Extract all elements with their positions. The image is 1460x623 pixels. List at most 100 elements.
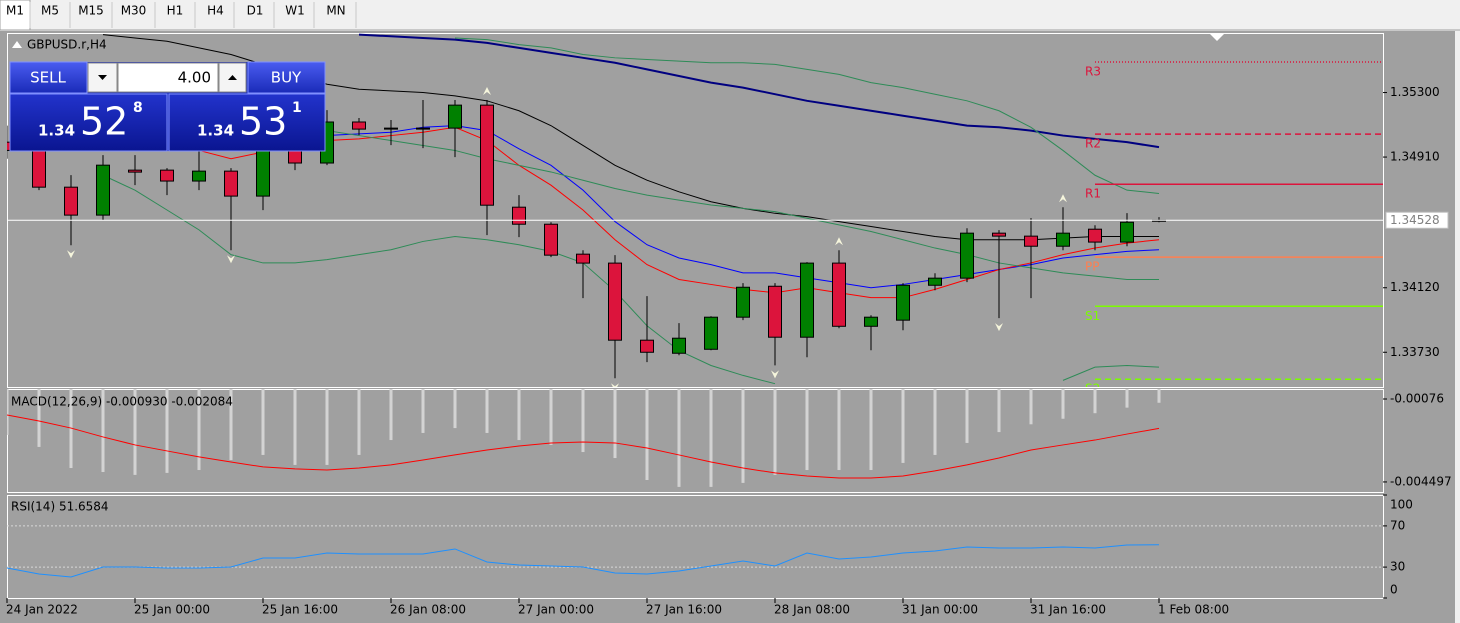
macd-bar <box>325 389 329 465</box>
bid-box[interactable] <box>9 93 168 152</box>
timeframe-tab[interactable]: MN <box>326 4 345 18</box>
x-tick-label: 31 Jan 00:00 <box>902 603 978 617</box>
timeframe-tab[interactable]: W1 <box>285 4 305 18</box>
volume-value[interactable]: 4.00 <box>178 69 211 87</box>
x-tick-label: 1 Feb 08:00 <box>1158 603 1229 617</box>
candle-body <box>640 339 654 353</box>
candle-body <box>32 149 46 188</box>
candle-body <box>1024 235 1038 247</box>
active-tab[interactable] <box>0 0 31 31</box>
x-tick-label: 27 Jan 16:00 <box>646 603 722 617</box>
pivot-label: R1 <box>1085 187 1101 201</box>
moving-average <box>102 174 1160 385</box>
fractal-down <box>995 323 1003 332</box>
timeframe-tab[interactable]: H1 <box>167 4 184 18</box>
main-pane-frame <box>7 33 1384 388</box>
bid-prefix: 1.34 <box>38 122 75 140</box>
macd-bar <box>389 389 393 441</box>
candle-body <box>544 223 558 256</box>
candle-body <box>64 186 78 216</box>
candle-body <box>736 286 750 318</box>
x-tick-label: 28 Jan 08:00 <box>774 603 850 617</box>
y-tick-label: 30 <box>1390 560 1405 574</box>
x-tick-label: 31 Jan 16:00 <box>1030 603 1106 617</box>
window-edge <box>1455 31 1460 623</box>
candle-body <box>576 253 590 264</box>
timeframe-tab[interactable]: H4 <box>207 4 224 18</box>
fractal-up <box>835 237 843 246</box>
bid-pips: 52 <box>80 100 128 144</box>
candle-body <box>256 149 270 197</box>
macd-bar <box>1093 389 1097 414</box>
macd-bar <box>517 389 521 441</box>
candle-body <box>704 316 718 350</box>
candle-body <box>928 277 942 286</box>
pivot-label: PP <box>1085 260 1099 274</box>
macd-bar <box>741 389 745 483</box>
macd-bar <box>805 389 809 471</box>
sell-button[interactable] <box>9 61 88 94</box>
candle-body <box>224 170 238 197</box>
y-tick-label: 100 <box>1390 498 1413 512</box>
pivot-label: R2 <box>1085 137 1101 151</box>
x-tick-label: 25 Jan 16:00 <box>262 603 338 617</box>
bid-fraction: 8 <box>133 100 143 116</box>
candle-body <box>768 285 782 338</box>
macd-bar <box>357 389 361 455</box>
timeframe-tab[interactable]: M15 <box>78 4 104 18</box>
macd-bar <box>869 389 873 471</box>
x-tick-label: 26 Jan 08:00 <box>390 603 466 617</box>
moving-average <box>358 33 1160 149</box>
rsi-pane-frame <box>7 495 1384 599</box>
candle-body <box>608 262 622 341</box>
fractal-down <box>771 370 779 379</box>
timeframe-tab[interactable]: M5 <box>41 4 59 18</box>
candle-body <box>1120 221 1134 243</box>
candle-body <box>672 337 686 354</box>
macd-bar <box>453 389 457 429</box>
macd-bar <box>1125 389 1129 408</box>
fractal-down <box>611 383 619 387</box>
chart-shift-marker <box>1210 34 1224 41</box>
pane-frames <box>7 33 1384 599</box>
macd-bar <box>965 389 969 443</box>
candle-body <box>160 169 174 182</box>
sell-label[interactable]: SELL <box>30 69 66 87</box>
pivot-label: S1 <box>1085 309 1100 323</box>
y-tick-label: 1.34910 <box>1390 150 1440 164</box>
moving-average <box>454 37 1160 194</box>
macd-bar <box>133 389 137 475</box>
up-arrow <box>228 75 237 80</box>
timeframe-tab[interactable]: D1 <box>247 4 264 18</box>
candle-body <box>800 262 814 338</box>
macd-bar <box>773 389 777 475</box>
fractal-down <box>227 255 235 264</box>
candle-body <box>416 127 430 130</box>
y-tick-label: 1.33730 <box>1390 345 1440 359</box>
macd-bar <box>581 389 585 453</box>
ask-fraction: 1 <box>292 100 302 116</box>
candle-body <box>192 170 206 182</box>
chart-title: GBPUSD.r,H4 <box>27 38 107 52</box>
macd-title: MACD(12,26,9) -0.000930 -0.002084 <box>11 395 233 409</box>
macd-bar <box>293 389 297 465</box>
volume-input[interactable] <box>117 62 219 93</box>
down-arrow <box>98 75 107 80</box>
macd-bar <box>709 389 713 487</box>
macd-bar <box>37 389 41 447</box>
fractal-up <box>483 86 491 95</box>
pivot-label: R3 <box>1085 64 1101 78</box>
ask-box[interactable] <box>168 93 326 152</box>
macd-bar <box>613 389 617 459</box>
macd-bar <box>101 389 105 473</box>
pivot-label: S2 <box>1085 382 1100 396</box>
buy-button[interactable] <box>247 61 326 94</box>
timeframe-tab[interactable]: M1 <box>6 4 24 18</box>
buy-label[interactable]: BUY <box>271 69 302 87</box>
candle-body <box>832 262 846 327</box>
timeframe-tab[interactable]: M30 <box>121 4 147 18</box>
macd-pane-frame <box>7 389 1384 493</box>
macd-bar <box>197 389 201 471</box>
